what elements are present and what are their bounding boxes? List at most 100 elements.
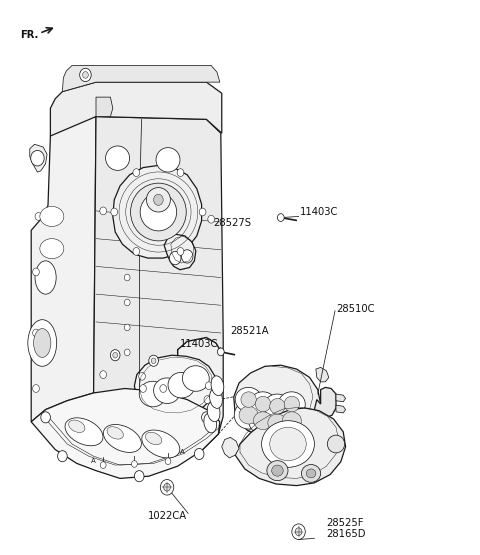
Ellipse shape [205,382,212,390]
Text: 28510C: 28510C [336,304,374,314]
Ellipse shape [250,392,276,416]
Ellipse shape [292,524,305,539]
Ellipse shape [277,407,306,435]
Polygon shape [96,97,113,117]
Ellipse shape [202,412,211,423]
Ellipse shape [124,349,130,356]
Ellipse shape [142,430,180,458]
Ellipse shape [149,355,158,366]
Ellipse shape [160,215,167,223]
Polygon shape [222,437,239,458]
Ellipse shape [268,414,287,432]
Ellipse shape [124,299,130,306]
Ellipse shape [154,194,163,205]
Ellipse shape [132,461,137,467]
Ellipse shape [33,385,39,392]
Ellipse shape [284,396,300,412]
Ellipse shape [133,169,140,176]
Text: 28521A: 28521A [230,326,269,336]
Ellipse shape [267,461,288,481]
Ellipse shape [164,483,170,491]
Ellipse shape [263,409,292,437]
Ellipse shape [264,394,291,418]
Ellipse shape [40,239,64,259]
Ellipse shape [255,396,271,412]
Ellipse shape [253,412,273,430]
Ellipse shape [35,213,42,220]
Ellipse shape [306,469,316,478]
Ellipse shape [124,274,130,281]
Ellipse shape [282,412,301,430]
Polygon shape [336,405,346,413]
Polygon shape [62,65,220,92]
Ellipse shape [35,261,56,294]
Ellipse shape [134,471,144,482]
Ellipse shape [145,432,162,445]
Polygon shape [30,144,47,172]
Ellipse shape [277,214,284,221]
Ellipse shape [160,385,167,392]
Ellipse shape [295,528,302,536]
Polygon shape [94,117,223,400]
Ellipse shape [69,420,85,432]
Ellipse shape [41,412,50,423]
Polygon shape [50,82,222,136]
Text: 11403C: 11403C [300,207,338,217]
Ellipse shape [100,207,107,215]
Ellipse shape [100,462,106,468]
Ellipse shape [140,385,146,392]
Ellipse shape [139,381,166,407]
Ellipse shape [139,372,145,380]
Ellipse shape [207,402,220,422]
Text: A: A [180,450,185,455]
Ellipse shape [169,251,181,265]
Text: 28165D: 28165D [326,529,366,539]
Text: FR.: FR. [20,30,38,40]
Ellipse shape [204,413,216,433]
Polygon shape [234,365,321,438]
Ellipse shape [270,427,306,461]
Text: 28527S: 28527S [214,218,252,228]
Ellipse shape [103,425,142,452]
Ellipse shape [33,329,39,337]
Text: A: A [91,458,96,463]
Ellipse shape [80,68,91,82]
Ellipse shape [235,387,262,412]
Ellipse shape [210,388,222,408]
Ellipse shape [241,392,256,407]
Ellipse shape [165,458,171,465]
Ellipse shape [301,465,321,482]
Ellipse shape [199,208,206,216]
Ellipse shape [278,392,305,416]
Polygon shape [235,408,346,486]
Ellipse shape [272,465,283,476]
Ellipse shape [146,188,170,212]
Polygon shape [316,367,329,382]
Polygon shape [336,394,346,402]
Text: 1022CA: 1022CA [148,511,187,521]
Ellipse shape [168,372,195,398]
Ellipse shape [34,329,51,357]
Ellipse shape [40,206,64,226]
Ellipse shape [58,451,67,462]
Ellipse shape [106,146,130,170]
Ellipse shape [113,352,118,358]
Ellipse shape [151,358,156,364]
Ellipse shape [131,183,186,241]
Ellipse shape [100,371,107,379]
Ellipse shape [28,320,57,366]
Polygon shape [178,337,223,451]
Polygon shape [31,117,96,422]
Ellipse shape [182,366,209,391]
Ellipse shape [239,406,258,424]
Ellipse shape [110,350,120,361]
Ellipse shape [177,248,184,255]
Ellipse shape [140,193,177,231]
Polygon shape [31,388,220,478]
Ellipse shape [177,169,184,176]
Ellipse shape [270,398,285,414]
Polygon shape [164,234,196,270]
Ellipse shape [327,435,345,453]
Ellipse shape [262,421,314,467]
Polygon shape [134,355,216,417]
